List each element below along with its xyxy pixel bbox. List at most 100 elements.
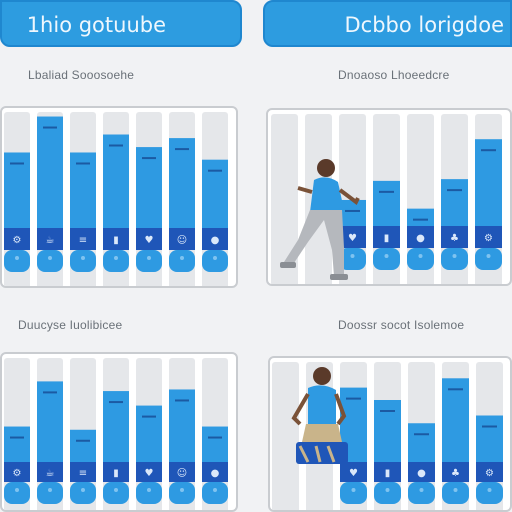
- bar-base-dot: [418, 254, 423, 258]
- bar-base-dot: [48, 256, 52, 260]
- bar-label-mark: [482, 425, 497, 428]
- bar-base: [373, 248, 400, 270]
- bar-base-dot: [213, 256, 217, 260]
- bar-label-mark: [76, 162, 90, 165]
- person-head: [317, 159, 335, 177]
- person-arm-back: [297, 186, 313, 194]
- chart-3-title: Duucyse Iuolibicee: [18, 318, 123, 332]
- bar-base: [37, 250, 63, 272]
- person-arm: [338, 188, 360, 206]
- icon-chip: [441, 226, 468, 248]
- chart-3-svg: ⚙ ☕ ≡ ▮ ♥ ☺ ●: [4, 358, 228, 510]
- gear-icon: ⚙: [484, 233, 493, 244]
- icon-chip: [408, 462, 435, 482]
- bar: [374, 400, 401, 462]
- bar-base: [103, 482, 129, 504]
- bar: [70, 152, 96, 228]
- icon-chip: [407, 226, 434, 248]
- icon-chip: [475, 226, 502, 248]
- icon-chip: [4, 228, 30, 250]
- lifting-person-illustration: [291, 367, 348, 464]
- bar: [373, 180, 400, 226]
- bar-base: [169, 250, 195, 272]
- bar-base-dot: [114, 256, 118, 260]
- bar-label-mark: [379, 190, 394, 193]
- bar-base-dot: [180, 488, 184, 492]
- header-right-title: Dcbbo lorigdoe: [263, 0, 512, 47]
- bar: [103, 134, 129, 228]
- bar-base: [37, 482, 63, 504]
- icon-chip: [202, 228, 228, 250]
- weight-box: [296, 442, 348, 464]
- bar: [475, 139, 502, 226]
- bar-base-dot: [48, 488, 52, 492]
- bar: [136, 147, 162, 228]
- bar-base: [4, 482, 30, 504]
- drop-icon: ●: [211, 235, 220, 246]
- gear-icon: ⚙: [485, 468, 494, 479]
- cup-icon: ☕: [46, 468, 55, 479]
- bottle-icon: ▮: [113, 468, 119, 479]
- bar-label-mark: [142, 157, 156, 160]
- bar-base-dot: [452, 254, 457, 258]
- bar-base-dot: [384, 254, 389, 258]
- bar-base: [374, 482, 401, 504]
- bar-label-mark: [109, 401, 123, 404]
- bar-base: [441, 248, 468, 270]
- heart-icon: ♥: [145, 235, 154, 246]
- chart-2-title: Dnoaoso Lhoeedcre: [338, 68, 450, 82]
- bar-base-dot: [351, 488, 356, 492]
- bar: [442, 378, 469, 462]
- dumbbell-icon: ≡: [79, 235, 87, 246]
- bar-base-dot: [81, 488, 85, 492]
- bar-label-mark: [414, 433, 429, 436]
- bar: [407, 208, 434, 226]
- icon-chip: [169, 462, 195, 482]
- icon-chip: [374, 462, 401, 482]
- bar-base: [339, 248, 366, 270]
- bar-base: [202, 250, 228, 272]
- icon-chip: [202, 462, 228, 482]
- bar-base: [340, 482, 367, 504]
- bar-label-mark: [413, 218, 428, 221]
- icon-chip: [70, 228, 96, 250]
- bar-label-mark: [175, 399, 189, 402]
- bar-base: [70, 250, 96, 272]
- bottle-icon: ▮: [385, 468, 391, 479]
- bar-base: [136, 250, 162, 272]
- bar: [169, 138, 195, 228]
- bar-base-dot: [453, 488, 458, 492]
- bar-base-dot: [114, 488, 118, 492]
- bar-base-dot: [350, 254, 355, 258]
- gear-icon: ⚙: [13, 235, 22, 246]
- icon-chip: [340, 462, 367, 482]
- icon-chip: [37, 228, 63, 250]
- icon-chip: [103, 228, 129, 250]
- bar-base-dot: [385, 488, 390, 492]
- bar-base: [407, 248, 434, 270]
- chart-2-svg: ♥ ▮ ● ♣ ⚙: [271, 114, 502, 284]
- person-shirt: [308, 385, 336, 424]
- bar-base-dot: [419, 488, 424, 492]
- bar-label-mark: [380, 410, 395, 412]
- chart-panel-4: ♥ ▮ ● ♣ ⚙: [268, 356, 512, 512]
- icon-chip: [103, 462, 129, 482]
- icon-chip: [136, 228, 162, 250]
- bar-label-mark: [43, 126, 57, 129]
- drop-icon: ●: [211, 468, 220, 479]
- chart-1-svg: ⚙ ☕ ≡ ▮ ♥ ☺ ●: [4, 112, 228, 286]
- bar-base: [103, 250, 129, 272]
- chart-1-title: Lbaliad Sooosoehe: [28, 68, 135, 82]
- bar-base-dot: [15, 488, 19, 492]
- bar-base: [4, 250, 30, 272]
- bar-base-dot: [81, 256, 85, 260]
- bar-base: [476, 482, 503, 504]
- bottle-icon: ▮: [384, 233, 390, 244]
- icon-chip: [476, 462, 503, 482]
- bar-base-dot: [15, 256, 19, 260]
- bar-label-mark: [345, 209, 360, 212]
- bar-base: [475, 248, 502, 270]
- heart-icon: ♥: [348, 233, 357, 244]
- bar-label-mark: [175, 148, 189, 151]
- bar-base-dot: [486, 254, 491, 258]
